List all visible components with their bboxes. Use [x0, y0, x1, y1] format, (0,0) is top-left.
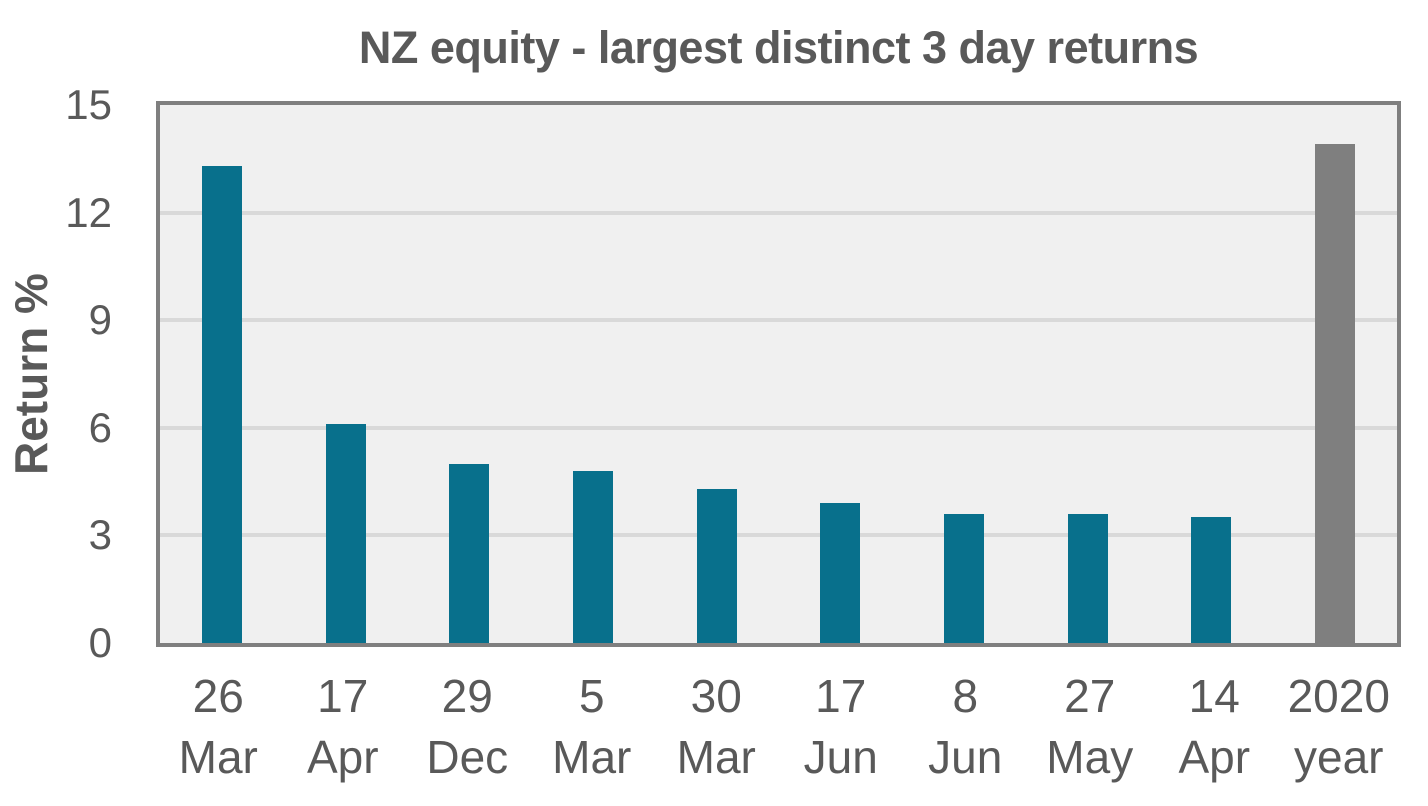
x-tick-label-line: 2020 — [1287, 670, 1390, 722]
x-tick-label-line: Mar — [676, 731, 756, 783]
x-tick-label: 27 May — [1028, 666, 1153, 788]
bar-2020-year — [1315, 144, 1356, 643]
x-tick-label: 29 Dec — [405, 666, 530, 788]
y-tick-label: 3 — [88, 511, 112, 559]
bar-17-apr — [325, 424, 366, 643]
gridline — [160, 210, 1397, 215]
x-tick-label: 5 Mar — [530, 666, 655, 788]
y-tick-label: 15 — [65, 81, 112, 128]
chart-title: NZ equity - largest distinct 3 day retur… — [358, 22, 1199, 73]
x-tick-label-line: Apr — [306, 731, 379, 783]
x-tick-label-line: 5 — [578, 670, 605, 722]
bar-slot — [655, 105, 779, 643]
x-tick-label-line: 26 — [192, 670, 244, 722]
y-tick-label: 0 — [88, 619, 112, 666]
x-tick-label: 30 Mar — [654, 666, 779, 788]
y-tick-label: 6 — [88, 403, 112, 451]
x-tick-label-line: 8 — [952, 670, 979, 722]
y-tick-label: 9 — [88, 296, 112, 344]
bar-slot — [1026, 105, 1150, 643]
x-tick-label-line: Jun — [928, 731, 1003, 783]
bar-26-mar — [201, 165, 242, 643]
x-tick-label-line: year — [1294, 731, 1384, 783]
x-tick-label: 8 Jun — [903, 666, 1028, 788]
bar-slot — [1273, 105, 1397, 643]
x-tick-label-line: Dec — [426, 731, 509, 783]
x-tick-label-line: Mar — [178, 731, 258, 783]
x-tick-label-line: Apr — [1178, 731, 1251, 783]
bar-slot — [160, 105, 284, 643]
x-tick-label-line: 17 — [815, 670, 867, 722]
bar-14-apr — [1191, 517, 1232, 643]
y-tick-label: 12 — [65, 188, 112, 236]
x-tick-label-line: 27 — [1064, 670, 1116, 722]
x-tick-label: 17 Apr — [281, 666, 406, 788]
x-tick-label: 26 Mar — [156, 666, 281, 788]
bar-27-may — [1067, 513, 1108, 643]
bar-5-mar — [572, 470, 613, 643]
plot-area — [156, 101, 1401, 647]
x-tick-label-line: 29 — [441, 670, 493, 722]
x-tick-label: 17 Jun — [779, 666, 904, 788]
x-tick-label: 2020 year — [1277, 666, 1402, 788]
bar-30-mar — [696, 488, 737, 643]
x-tick-label-line: 30 — [690, 670, 742, 722]
bar-17-jun — [820, 503, 861, 643]
bar-slot — [531, 105, 655, 643]
bar-slot — [779, 105, 903, 643]
x-tick-label-line: Jun — [803, 731, 878, 783]
bar-slot — [902, 105, 1026, 643]
x-tick-label-line: Mar — [552, 731, 632, 783]
bar-29-dec — [449, 463, 490, 643]
x-tick-label: 14 Apr — [1152, 666, 1277, 788]
bar-slot — [407, 105, 531, 643]
x-tick-label-line: 17 — [317, 670, 369, 722]
x-tick-label-line: May — [1046, 731, 1134, 783]
gridline — [160, 318, 1397, 323]
bar-slot — [1150, 105, 1274, 643]
y-axis-tick-labels: 0 3 6 9 12 15 — [0, 84, 112, 664]
bars — [160, 105, 1397, 643]
gridline — [160, 425, 1397, 430]
x-axis-tick-labels: 26 Mar 17 Apr 29 Dec 5 Mar 30 Mar 17 Jun 8 Jun 27 May 14… — [156, 666, 1401, 788]
bar-8-jun — [944, 513, 985, 643]
bar-slot — [284, 105, 408, 643]
x-tick-label-line: 14 — [1188, 670, 1240, 722]
gridline — [160, 533, 1397, 538]
